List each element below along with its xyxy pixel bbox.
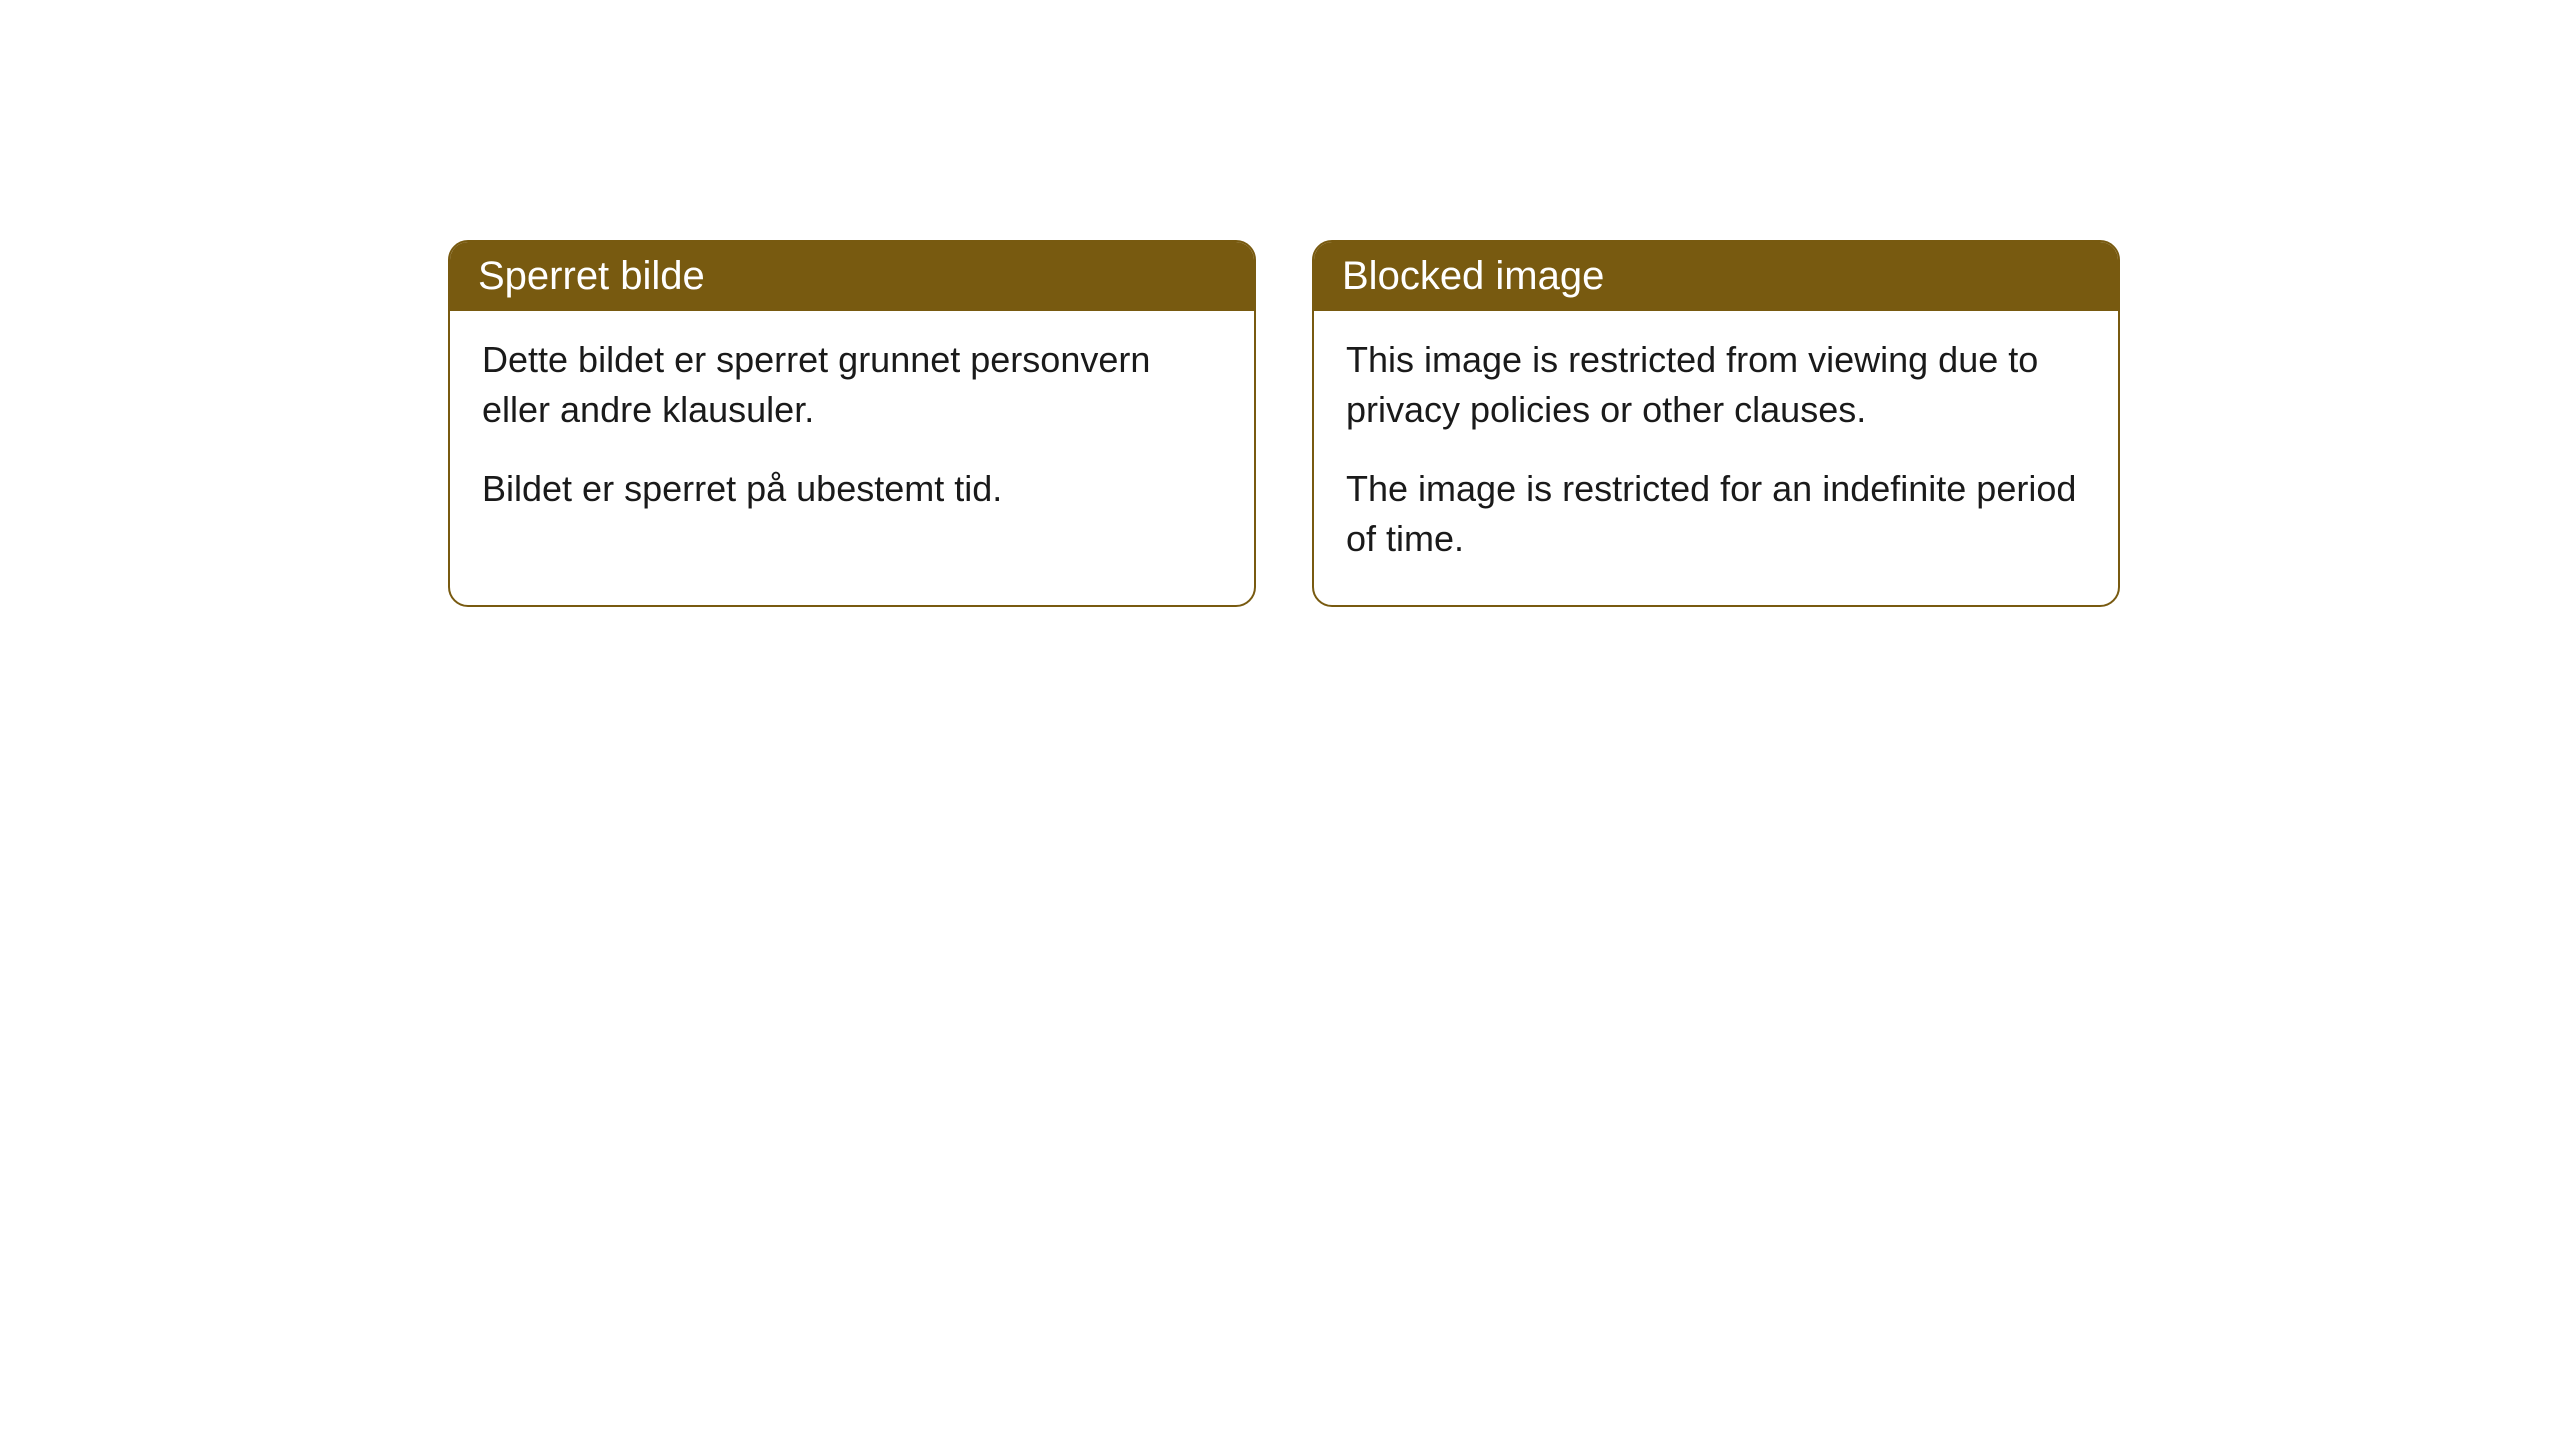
card-title-en: Blocked image <box>1342 254 1604 298</box>
cards-container: Sperret bilde Dette bildet er sperret gr… <box>0 0 2560 607</box>
blocked-image-card-en: Blocked image This image is restricted f… <box>1312 240 2120 607</box>
card-paragraph-2-en: The image is restricted for an indefinit… <box>1346 464 2086 565</box>
card-header-no: Sperret bilde <box>450 242 1254 311</box>
card-body-no: Dette bildet er sperret grunnet personve… <box>450 311 1254 554</box>
card-body-en: This image is restricted from viewing du… <box>1314 311 2118 605</box>
card-paragraph-1-en: This image is restricted from viewing du… <box>1346 335 2086 436</box>
card-title-no: Sperret bilde <box>478 254 705 298</box>
card-header-en: Blocked image <box>1314 242 2118 311</box>
card-paragraph-1-no: Dette bildet er sperret grunnet personve… <box>482 335 1222 436</box>
blocked-image-card-no: Sperret bilde Dette bildet er sperret gr… <box>448 240 1256 607</box>
card-paragraph-2-no: Bildet er sperret på ubestemt tid. <box>482 464 1222 514</box>
